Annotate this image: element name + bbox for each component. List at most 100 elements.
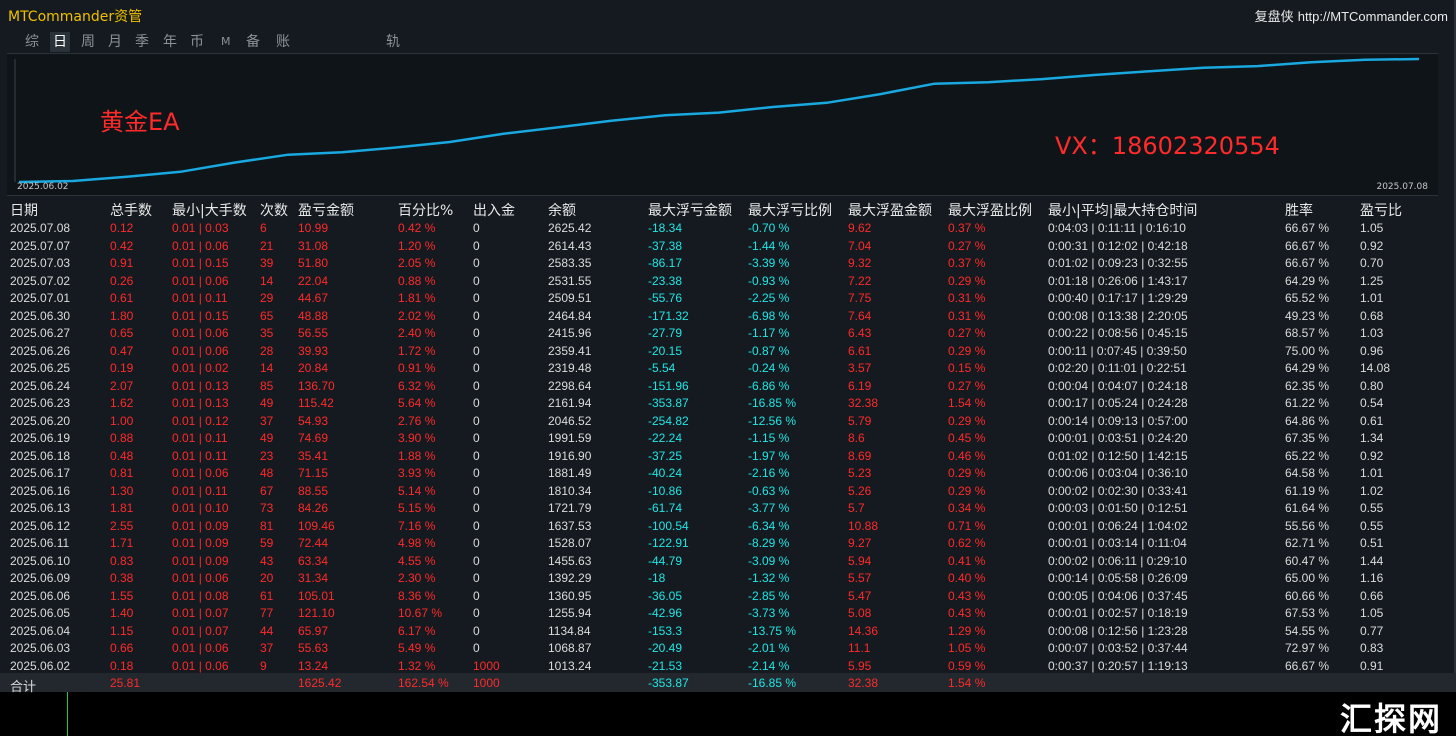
tab-2[interactable]: 周	[81, 34, 95, 50]
cell-mflp: -0.63 %	[748, 483, 790, 498]
cell-bal: 2359.41	[548, 343, 592, 358]
col-header-count[interactable]: 次数	[260, 203, 288, 219]
table-row[interactable]: 2025.06.20 1.00 0.01 | 0.12 37 54.93 2.76 % 0 2…	[0, 412, 1456, 430]
total-io: 1000	[473, 676, 500, 690]
table-row[interactable]: 2025.06.26 0.47 0.01 | 0.06 28 39.93 1.72 % 0 2…	[0, 342, 1456, 360]
table-row[interactable]: 2025.06.18 0.48 0.01 | 0.11 23 35.41 1.88 % 0 1…	[0, 447, 1456, 465]
col-header-bal[interactable]: 余额	[548, 203, 576, 219]
cell-pl: 44.67	[298, 291, 329, 305]
col-header-hold[interactable]: 最小|平均|最大持仓时间	[1048, 203, 1198, 219]
cell-mfp: 6.43	[848, 326, 872, 340]
cell-bal: 1810.34	[548, 483, 592, 498]
table-row[interactable]: 2025.06.04 1.15 0.01 | 0.07 44 65.97 6.17 % 0 1…	[0, 622, 1456, 640]
table-row[interactable]: 2025.06.02 0.18 0.01 | 0.06 9 13.24 1.32 % 100…	[0, 657, 1456, 675]
table-row[interactable]: 2025.06.11 1.71 0.01 | 0.09 59 72.44 4.98 % 0 1…	[0, 534, 1456, 552]
cell-hold: 0:00:01 | 0:03:14 | 0:11:04	[1048, 536, 1187, 550]
cell-date: 2025.06.20	[10, 413, 71, 428]
tab-10[interactable]: 轨迹	[386, 34, 400, 70]
table-row[interactable]: 2025.06.05 1.40 0.01 | 0.07 77 121.10 10.67 %…	[0, 604, 1456, 622]
cell-hold: 0:00:02 | 0:06:11 | 0:29:10	[1048, 553, 1187, 568]
tab-9[interactable]: 账户	[276, 34, 290, 70]
table-row[interactable]: 2025.06.23 1.62 0.01 | 0.13 49 115.42 5.64 % 0…	[0, 394, 1456, 412]
cell-mflp: -13.75 %	[748, 623, 797, 638]
cell-date: 2025.06.27	[10, 326, 71, 340]
cell-win: 67.53 %	[1285, 606, 1330, 620]
chart-end-date: 2025.07.08	[1376, 182, 1428, 192]
table-row[interactable]: 2025.06.13 1.81 0.01 | 0.10 73 84.26 5.15 % 0 1…	[0, 499, 1456, 517]
cell-lots: 0.19	[110, 361, 134, 375]
col-header-mfl[interactable]: 最大浮亏金额	[648, 203, 732, 219]
tab-3[interactable]: 月	[108, 34, 122, 50]
col-header-win[interactable]: 胜率	[1285, 203, 1313, 219]
cell-date: 2025.06.04	[10, 623, 71, 638]
table-row[interactable]: 2025.06.27 0.65 0.01 | 0.06 35 56.55 2.40 % 0 2…	[0, 324, 1456, 342]
table-row[interactable]: 2025.06.25 0.19 0.01 | 0.02 14 20.84 0.91 % 0 2…	[0, 359, 1456, 377]
cell-pl: 31.34	[298, 571, 329, 585]
cell-minmax: 0.01 | 0.09	[172, 518, 229, 533]
cell-win: 49.23 %	[1285, 308, 1330, 323]
cell-count: 28	[260, 343, 274, 358]
cell-count: 48	[260, 466, 274, 480]
col-header-pl[interactable]: 盈亏金额	[298, 203, 354, 219]
cell-pct: 5.49 %	[398, 641, 436, 655]
cell-hold: 0:01:02 | 0:09:23 | 0:32:55	[1048, 256, 1188, 270]
brand-url-link[interactable]: http://MTCommander.com	[1297, 9, 1448, 24]
table-row[interactable]: 2025.06.17 0.81 0.01 | 0.06 48 71.15 3.93 % 0 1…	[0, 464, 1456, 482]
table-row[interactable]: 2025.07.03 0.91 0.01 | 0.15 39 51.80 2.05 % 0 2…	[0, 254, 1456, 272]
table-row[interactable]: 2025.06.16 1.30 0.01 | 0.11 67 88.55 5.14 % 0 1…	[0, 482, 1456, 500]
col-header-pf[interactable]: 盈亏比	[1360, 203, 1402, 219]
cell-mfl: -153.3	[648, 623, 683, 638]
cell-bal: 1255.94	[548, 606, 592, 620]
cell-pl: 88.55	[298, 483, 329, 498]
tab-0[interactable]: 综	[25, 34, 39, 50]
cell-mflp: -2.85 %	[748, 588, 790, 603]
tab-5[interactable]: 年	[163, 34, 177, 50]
table-row[interactable]: 2025.06.09 0.38 0.01 | 0.06 20 31.34 2.30 % 0 1…	[0, 569, 1456, 587]
cell-lots: 0.47	[110, 343, 134, 358]
cell-mflp: -0.87 %	[748, 343, 790, 358]
cell-pf: 0.66	[1360, 588, 1384, 603]
col-header-mflp[interactable]: 最大浮亏比例	[748, 203, 832, 219]
cell-mfpp: 0.37 %	[948, 256, 986, 270]
cell-mfl: -353.87	[648, 396, 689, 410]
cell-mfpp: 0.59 %	[948, 658, 986, 673]
cell-mfl: -55.76	[648, 291, 683, 305]
table-row[interactable]: 2025.07.02 0.26 0.01 | 0.06 14 22.04 0.88 % 0 2…	[0, 272, 1456, 290]
cell-bal: 2046.52	[548, 413, 592, 428]
col-header-pct[interactable]: 百分比%	[398, 203, 454, 219]
title-bar: MTCommander资管 复盘侠 http://MTCommander.com	[0, 0, 1456, 30]
table-row[interactable]: 2025.06.19 0.88 0.01 | 0.11 49 74.69 3.90 % 0 1…	[0, 429, 1456, 447]
col-header-date[interactable]: 日期	[10, 203, 38, 219]
table-row[interactable]: 2025.06.12 2.55 0.01 | 0.09 81 109.46 7.16 % 0…	[0, 517, 1456, 535]
table-row[interactable]: 2025.06.10 0.83 0.01 | 0.09 43 63.34 4.55 % 0 1…	[0, 552, 1456, 570]
cell-minmax: 0.01 | 0.06	[172, 273, 229, 288]
table-row[interactable]: 2025.06.24 2.07 0.01 | 0.13 85 136.70 6.32 % 0…	[0, 377, 1456, 395]
col-header-mfpp[interactable]: 最大浮盈比例	[948, 203, 1032, 219]
tab-8[interactable]: 备	[246, 34, 260, 50]
cell-hold: 0:00:07 | 0:03:52 | 0:37:44	[1048, 641, 1188, 655]
cell-io: 0	[473, 623, 480, 638]
table-row[interactable]: 2025.06.30 1.80 0.01 | 0.15 65 48.88 2.02 % 0 2…	[0, 307, 1456, 325]
cell-pl: 55.63	[298, 641, 329, 655]
cell-pf: 0.51	[1360, 536, 1384, 550]
col-header-io[interactable]: 出入金	[473, 203, 515, 219]
cell-pl: 54.93	[298, 413, 329, 428]
col-header-mfp[interactable]: 最大浮盈金额	[848, 203, 932, 219]
tab-4[interactable]: 季	[135, 34, 149, 50]
table-row[interactable]: 2025.06.03 0.66 0.01 | 0.06 37 55.63 5.49 % 0 1…	[0, 639, 1456, 657]
table-row[interactable]: 2025.07.01 0.61 0.01 | 0.11 29 44.67 1.81 % 0 2…	[0, 289, 1456, 307]
table-row[interactable]: 2025.06.06 1.55 0.01 | 0.08 61 105.01 8.36 % 0…	[0, 587, 1456, 605]
cell-win: 61.22 %	[1285, 396, 1330, 410]
col-header-minmax[interactable]: 最小|大手数	[172, 203, 247, 219]
equity-curve-chart: 黄金EA VX：18602320554 2025.06.02 2025.07.0…	[7, 53, 1438, 196]
table-row[interactable]: 2025.07.07 0.42 0.01 | 0.06 21 31.08 1.20 % 0 2…	[0, 237, 1456, 255]
tab-7[interactable]: M	[221, 35, 231, 48]
tab-1[interactable]: 日	[50, 32, 70, 52]
cell-mflp: -12.56 %	[748, 413, 797, 428]
cell-bal: 2464.84	[548, 308, 592, 323]
tab-6[interactable]: 币	[190, 34, 204, 50]
cell-win: 66.67 %	[1285, 238, 1330, 253]
table-row[interactable]: 2025.07.08 0.12 0.01 | 0.03 6 10.99 0.42 % 0 26…	[0, 219, 1456, 237]
col-header-lots[interactable]: 总手数	[110, 203, 152, 219]
cell-mfpp: 0.29 %	[948, 273, 986, 288]
